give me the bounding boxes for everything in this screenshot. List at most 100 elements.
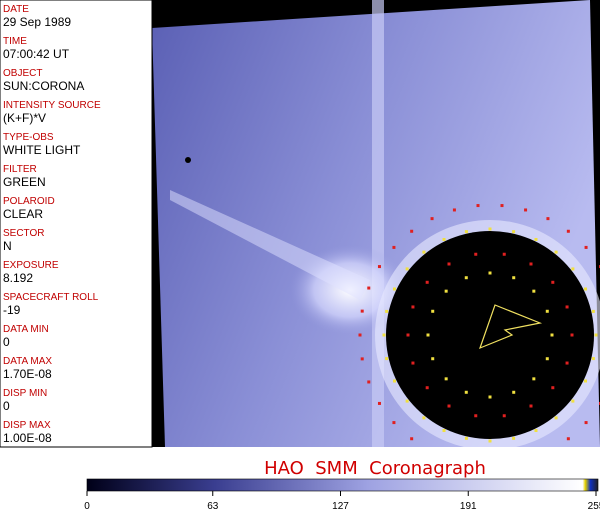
field-value: (K+F)*V: [3, 111, 46, 125]
field-label: DATE: [3, 4, 29, 15]
dot: [385, 357, 389, 361]
dot: [500, 204, 504, 208]
dot: [512, 390, 516, 394]
dot: [565, 361, 569, 365]
pylon-streak: [372, 0, 384, 447]
field-label: DATA MIN: [3, 324, 49, 335]
dot: [488, 439, 492, 443]
field-label: POLAROID: [3, 196, 55, 207]
dot: [406, 333, 410, 337]
dot: [377, 265, 381, 269]
dot: [584, 245, 588, 249]
dot: [405, 267, 409, 271]
field-value: 1.00E-08: [3, 431, 52, 445]
dot: [534, 429, 538, 433]
dot: [430, 217, 434, 221]
dot: [360, 357, 364, 361]
dot: [447, 404, 451, 408]
field-value: -19: [3, 303, 21, 317]
dot: [500, 463, 503, 466]
dot: [512, 276, 516, 280]
field-value: 8.192: [3, 271, 33, 285]
dot: [584, 287, 588, 291]
dot: [464, 230, 468, 234]
dot: [358, 333, 362, 337]
dot: [464, 390, 468, 394]
tick-label: 255: [588, 501, 600, 512]
dot: [426, 333, 430, 337]
dot: [392, 245, 396, 249]
info-panel: [0, 0, 153, 448]
tick-label: 127: [332, 501, 349, 512]
occulter: [386, 231, 594, 439]
dot: [546, 450, 549, 453]
field-label: SPACECRAFT ROLL: [3, 292, 99, 303]
dot: [512, 230, 516, 234]
dot: [524, 208, 528, 212]
coronagraph-image: [152, 0, 600, 466]
streamer: [170, 190, 370, 300]
dot: [554, 250, 558, 254]
dot: [411, 361, 415, 365]
dot: [591, 357, 595, 361]
field-label: DISP MIN: [3, 388, 47, 399]
dot: [444, 377, 448, 381]
field-label: DISP MAX: [3, 420, 51, 431]
dot: [488, 395, 492, 399]
dot: [425, 386, 429, 390]
dot: [554, 416, 558, 420]
dot: [411, 305, 415, 309]
dot: [385, 309, 389, 313]
dot: [565, 305, 569, 309]
grid-dots: [358, 204, 600, 466]
field-label: DATA MAX: [3, 356, 52, 367]
field-label: INTENSITY SOURCE: [3, 100, 101, 111]
field-value: 0: [3, 399, 10, 413]
field-label: TYPE-OBS: [3, 132, 54, 143]
dot: [512, 436, 516, 440]
dot: [532, 289, 536, 293]
dot: [442, 237, 446, 241]
dot: [442, 429, 446, 433]
field-value: SUN:CORONA: [3, 79, 84, 93]
dot: [571, 267, 575, 271]
artifact: [185, 157, 191, 163]
dot: [551, 386, 555, 390]
overlay-polygon: [478, 304, 543, 350]
dot: [524, 459, 527, 462]
dot: [422, 416, 426, 420]
dot: [591, 309, 595, 313]
dot: [570, 333, 574, 337]
field-label: OBJECT: [3, 68, 42, 79]
colorbar: [86, 478, 599, 492]
dot: [545, 357, 549, 361]
dot: [502, 414, 506, 418]
dot: [367, 380, 371, 384]
dot: [431, 309, 435, 313]
dot: [584, 379, 588, 383]
dot: [392, 379, 396, 383]
dot: [464, 276, 468, 280]
dot: [431, 357, 435, 361]
dot: [476, 204, 480, 208]
dot: [566, 229, 570, 233]
tick-label: 191: [460, 501, 477, 512]
field-value: 07:00:42 UT: [3, 47, 70, 61]
dot: [360, 309, 364, 313]
dot: [382, 333, 386, 337]
field-label: EXPOSURE: [3, 260, 59, 271]
field-value: WHITE LIGHT: [3, 143, 81, 157]
field-label: TIME: [3, 36, 27, 47]
dot: [551, 280, 555, 284]
field-value: 0: [3, 335, 10, 349]
dot: [405, 399, 409, 403]
field-value: 29 Sep 1989: [3, 15, 71, 29]
field-value: N: [3, 239, 12, 253]
dot: [422, 250, 426, 254]
field-value: GREEN: [3, 175, 46, 189]
dot: [410, 437, 414, 441]
dot: [392, 421, 396, 425]
dot: [474, 252, 478, 256]
